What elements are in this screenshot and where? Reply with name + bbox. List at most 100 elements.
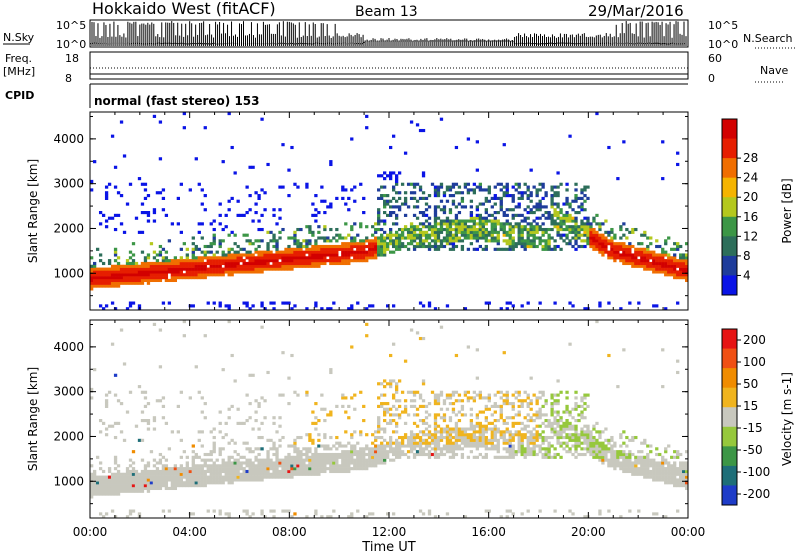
velocity-cell bbox=[532, 413, 536, 417]
velocity-cell bbox=[347, 515, 351, 519]
velocity-cell bbox=[218, 467, 222, 471]
power-cell bbox=[287, 267, 291, 271]
velocity-cell bbox=[472, 424, 477, 428]
power-cell bbox=[104, 196, 109, 200]
cpid-label: CPID bbox=[5, 89, 34, 102]
power-cell bbox=[580, 205, 584, 209]
power-cell bbox=[260, 213, 264, 217]
power-cell bbox=[200, 188, 204, 192]
power-cell bbox=[320, 307, 324, 311]
velocity-cell bbox=[499, 390, 503, 394]
velocity-cell bbox=[329, 410, 333, 414]
power-cell bbox=[281, 267, 285, 271]
velocity-cell bbox=[487, 421, 491, 425]
velocity-cell bbox=[167, 469, 172, 474]
power-cell bbox=[664, 259, 668, 263]
power-cell bbox=[655, 304, 659, 308]
velocity-cell bbox=[332, 458, 336, 462]
velocity-cell bbox=[341, 393, 345, 397]
power-cell bbox=[628, 301, 632, 305]
velocity-cell bbox=[520, 435, 524, 440]
power-cell bbox=[583, 188, 587, 192]
power-cell bbox=[421, 225, 426, 229]
velocity-cell bbox=[296, 472, 300, 476]
velocity-cell bbox=[146, 472, 151, 476]
power-cell bbox=[383, 177, 387, 181]
power-cell bbox=[263, 267, 267, 271]
velocity-cell bbox=[329, 464, 333, 468]
power-cell bbox=[448, 227, 453, 232]
velocity-cell bbox=[113, 393, 118, 397]
power-cell bbox=[478, 233, 482, 237]
power-cell bbox=[365, 239, 369, 243]
power-cell bbox=[347, 259, 351, 263]
power-cell bbox=[562, 239, 566, 243]
velocity-cell bbox=[227, 478, 231, 482]
velocity-cell bbox=[643, 441, 647, 445]
velocity-cell bbox=[505, 430, 509, 434]
power-cell bbox=[445, 236, 450, 240]
power-cell bbox=[646, 253, 650, 257]
velocity-cell bbox=[436, 452, 441, 457]
velocity-cell bbox=[661, 467, 665, 471]
power-cell bbox=[475, 230, 479, 234]
power-cell bbox=[478, 188, 482, 192]
velocity-cell bbox=[122, 484, 127, 488]
power-cell bbox=[508, 239, 512, 243]
velocity-cell bbox=[269, 475, 273, 479]
velocity-cell bbox=[284, 458, 288, 462]
velocity-cell bbox=[293, 438, 297, 442]
power-cell bbox=[197, 182, 201, 186]
velocity-cell bbox=[529, 376, 533, 380]
velocity-cell bbox=[511, 402, 515, 406]
velocity-cell bbox=[92, 472, 97, 476]
power-cell bbox=[308, 239, 312, 243]
velocity-cell bbox=[517, 433, 521, 437]
power-cell bbox=[158, 273, 163, 277]
velocity-cell bbox=[191, 475, 195, 479]
velocity-cell bbox=[350, 345, 354, 349]
velocity-cell bbox=[556, 452, 560, 457]
velocity-cell bbox=[200, 410, 204, 414]
power-cell bbox=[535, 191, 539, 195]
power-cell bbox=[517, 230, 521, 234]
velocity-cell bbox=[350, 447, 354, 451]
power-cell bbox=[212, 264, 216, 268]
power-cell bbox=[167, 301, 172, 305]
power-cell bbox=[311, 233, 315, 237]
power-cell bbox=[568, 230, 572, 234]
velocity-cell bbox=[260, 396, 264, 400]
velocity-cell bbox=[571, 452, 575, 457]
power-cell bbox=[158, 157, 163, 161]
velocity-cell bbox=[122, 486, 127, 491]
velocity-cell bbox=[445, 433, 450, 437]
power-cell bbox=[113, 307, 118, 311]
velocity-cell bbox=[344, 452, 348, 457]
velocity-cell bbox=[604, 455, 608, 459]
power-cell bbox=[278, 185, 282, 189]
velocity-cell bbox=[625, 464, 629, 468]
velocity-cell bbox=[646, 464, 650, 468]
velocity-cell bbox=[173, 469, 178, 474]
velocity-cell bbox=[233, 472, 237, 476]
velocity-cell bbox=[499, 515, 503, 519]
velocity-cell bbox=[559, 433, 563, 437]
velocity-cell bbox=[445, 396, 450, 400]
power-cell bbox=[296, 253, 300, 257]
power-cell bbox=[661, 177, 665, 181]
power-cell bbox=[245, 250, 249, 254]
velocity-cell bbox=[547, 435, 551, 440]
colorbar-tick-label: 24 bbox=[743, 171, 758, 185]
velocity-cell bbox=[661, 469, 665, 474]
velocity-cell bbox=[266, 455, 270, 459]
velocity-cell bbox=[523, 433, 527, 437]
velocity-cell bbox=[143, 481, 148, 485]
velocity-cell bbox=[481, 441, 485, 445]
velocity-cell bbox=[433, 452, 438, 457]
power-cell bbox=[158, 264, 163, 268]
velocity-cell bbox=[113, 489, 118, 493]
velocity-cell bbox=[305, 447, 309, 451]
power-cell bbox=[311, 213, 315, 217]
velocity-cell bbox=[146, 402, 151, 406]
velocity-cell bbox=[128, 489, 133, 493]
